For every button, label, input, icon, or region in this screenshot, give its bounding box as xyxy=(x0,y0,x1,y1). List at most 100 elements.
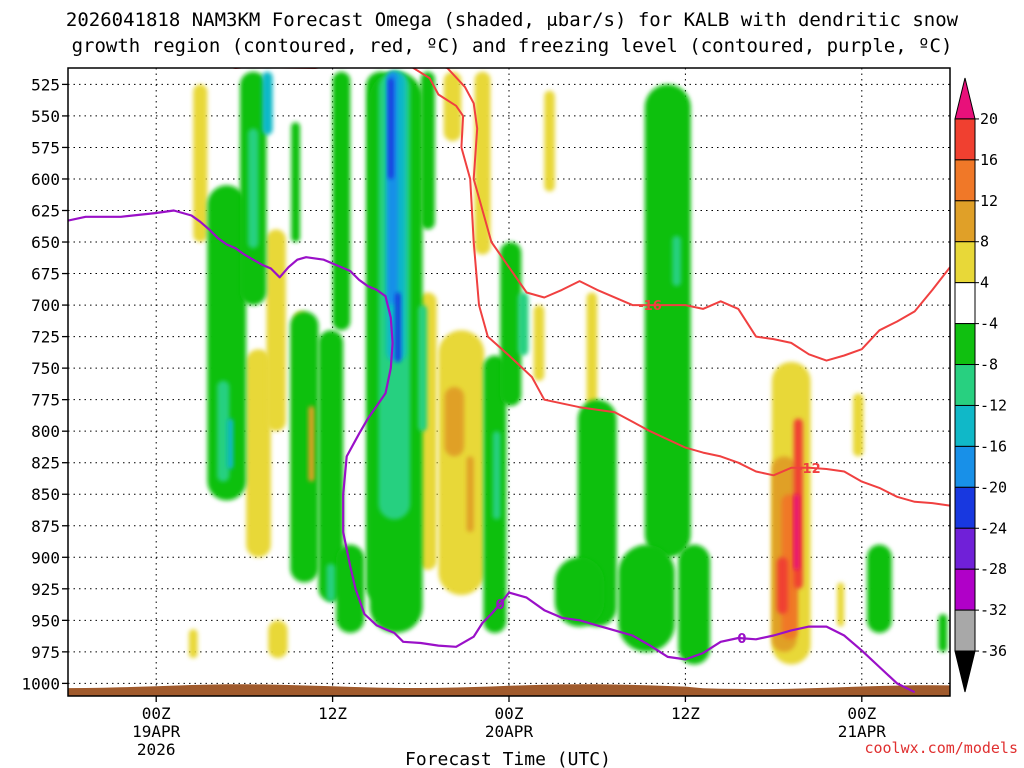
omega-feature-27 xyxy=(444,387,465,457)
omega-feature-43 xyxy=(418,305,427,432)
colorbar-swatch-9 xyxy=(954,445,976,488)
colorbar-label-10: -24 xyxy=(980,519,1007,537)
x-tick-label-3-0: 12Z xyxy=(671,704,700,723)
x-tick-label-4-0: 00Z xyxy=(847,704,876,723)
y-axis: 525 550 575 600 625 650 675 700 725 750 775 800 825 8… xyxy=(21,75,68,693)
colorbar-swatch-12 xyxy=(954,568,976,611)
omega-feature-30 xyxy=(500,242,522,406)
red-contour-topleft xyxy=(229,68,248,69)
x-axis-label: Forecast Time (UTC) xyxy=(405,749,611,768)
red-contour-main-label: -12 xyxy=(797,462,821,477)
omega-feature-4 xyxy=(188,629,198,659)
omega-feature-20 xyxy=(291,122,300,243)
colorbar-swatch-8 xyxy=(954,404,976,447)
omega-feature-5 xyxy=(268,620,288,659)
colorbar-label-9: -20 xyxy=(980,478,1007,496)
x-tick-label-4-1: 21APR xyxy=(838,722,887,741)
colorbar-swatch-11 xyxy=(954,527,976,570)
omega-feature-41 xyxy=(326,563,336,602)
omega-feature-19 xyxy=(308,405,315,482)
y-tick-label-925: 925 xyxy=(31,580,60,599)
y-tick-label-825: 825 xyxy=(31,454,60,473)
colorbar-swatch-7 xyxy=(954,364,976,406)
red-contour-upper xyxy=(442,68,950,362)
omega-feature-37 xyxy=(867,544,892,633)
omega-feature-46 xyxy=(672,235,681,287)
omega-feature-9 xyxy=(474,71,491,255)
omega-feature-49 xyxy=(262,71,273,135)
y-tick-label-700: 700 xyxy=(31,296,60,315)
colorbar-label-6: -8 xyxy=(980,356,998,374)
omega-feature-11 xyxy=(544,90,555,192)
omega-feature-1 xyxy=(246,349,271,558)
omega-feature-55 xyxy=(388,78,394,179)
colorbar-swatch-10 xyxy=(954,486,976,529)
omega-feature-10 xyxy=(533,305,545,381)
omega-shading xyxy=(188,71,948,665)
omega-feature-32 xyxy=(554,557,605,627)
omega-feature-54 xyxy=(794,494,800,570)
omega-feature-56 xyxy=(395,292,401,362)
contour-labels: -12 -16 0 0 xyxy=(496,299,821,647)
colorbar-label-11: -28 xyxy=(980,560,1007,578)
x-tick-label-2-0: 00Z xyxy=(495,704,524,723)
x-tick-label-0-0: 00Z xyxy=(142,704,171,723)
y-tick-label-550: 550 xyxy=(31,107,60,126)
chart-title-line1: 2026041818 NAM3KM Forecast Omega (shaded… xyxy=(66,9,959,31)
colorbar-label-13: -36 xyxy=(980,642,1007,660)
omega-feature-22 xyxy=(336,544,365,633)
omega-feature-7 xyxy=(443,71,462,142)
y-tick-label-800: 800 xyxy=(31,422,60,441)
chart-title-line2: growth region (contoured, red, ºC) and f… xyxy=(72,35,953,57)
y-tick-label-875: 875 xyxy=(31,517,60,536)
colorbar-label-5: -4 xyxy=(980,315,998,333)
x-tick-label-0-1: 19APR xyxy=(132,722,181,741)
omega-feature-35 xyxy=(678,544,711,665)
y-tick-label-675: 675 xyxy=(31,265,60,284)
omega-feature-39 xyxy=(217,380,230,482)
omega-feature-38 xyxy=(938,614,948,652)
omega-feature-8 xyxy=(438,330,485,596)
y-tick-label-750: 750 xyxy=(31,359,60,378)
credit-text[interactable]: coolwx.com/models xyxy=(864,739,1018,757)
red-contour-upper-label: -16 xyxy=(638,299,662,314)
y-tick-label-650: 650 xyxy=(31,233,60,252)
colorbar-swatch-14 xyxy=(954,650,976,693)
omega-feature-40 xyxy=(247,128,259,249)
colorbar-swatch-0 xyxy=(954,77,976,120)
omega-feature-0 xyxy=(193,84,208,243)
omega-feature-44 xyxy=(492,431,501,520)
y-tick-label-575: 575 xyxy=(31,138,60,157)
y-tick-label-525: 525 xyxy=(31,75,60,94)
y-tick-label-975: 975 xyxy=(31,643,60,662)
omega-feature-23 xyxy=(332,71,351,331)
omega-feature-33 xyxy=(644,84,691,558)
colorbar-label-0: 20 xyxy=(980,110,998,128)
y-tick-label-900: 900 xyxy=(31,548,60,567)
colorbar-swatch-13 xyxy=(954,609,976,652)
terrain-fill xyxy=(68,684,950,696)
colorbar-label-7: -12 xyxy=(980,396,1007,414)
y-tick-label-600: 600 xyxy=(31,170,60,189)
omega-feature-28 xyxy=(466,456,474,533)
omega-feature-15 xyxy=(852,393,864,457)
purple-freezing-contour xyxy=(68,209,916,694)
omega-feature-48 xyxy=(227,418,234,470)
omega-feature-51 xyxy=(777,557,788,615)
omega-feature-2 xyxy=(266,229,286,432)
colorbar-label-3: 8 xyxy=(980,233,989,251)
colorbar-swatch-4 xyxy=(954,241,976,284)
x-tick-label-1-0: 12Z xyxy=(318,704,347,723)
colorbar-label-4: 4 xyxy=(980,274,989,292)
omega-feature-34 xyxy=(618,544,675,652)
y-tick-label-1000: 1000 xyxy=(21,674,60,693)
purple-contour-label-0: 0 xyxy=(496,598,505,613)
colorbar-label-8: -16 xyxy=(980,437,1007,455)
red-contour-main xyxy=(247,68,950,507)
colorbar-label-12: -32 xyxy=(980,601,1007,619)
y-tick-label-625: 625 xyxy=(31,201,60,220)
colorbar-label-1: 16 xyxy=(980,151,998,169)
omega-feature-26 xyxy=(420,71,435,230)
